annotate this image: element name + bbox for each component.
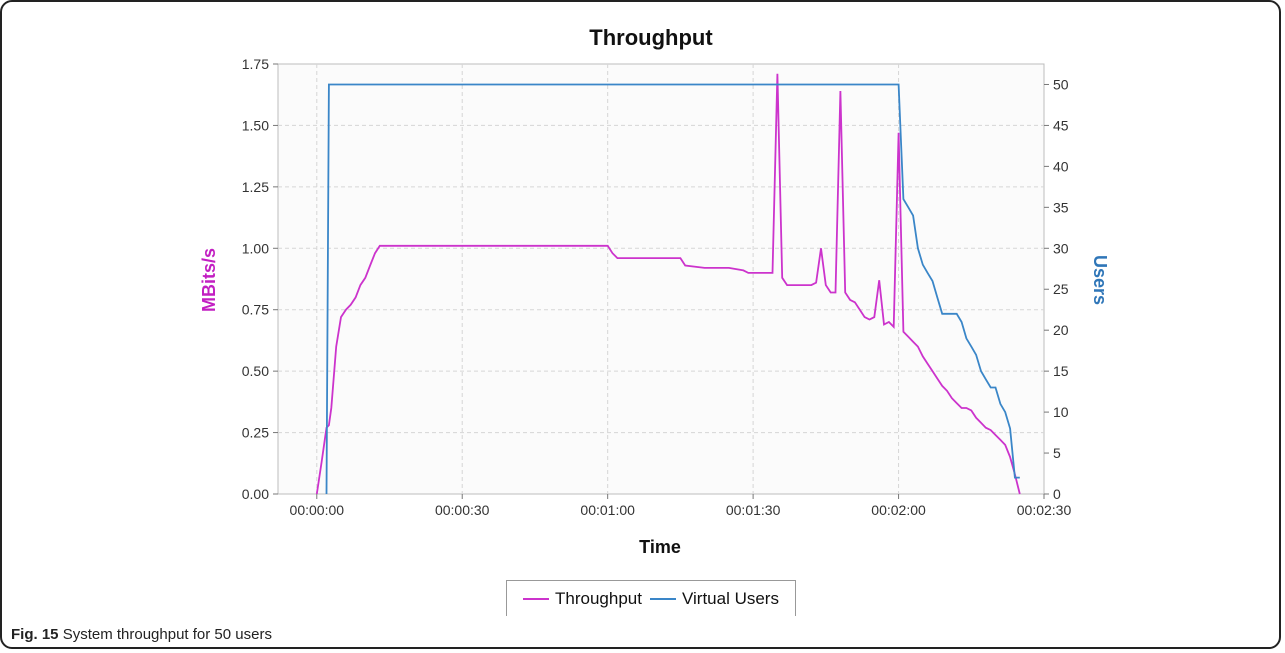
x-tick-label: 00:00:30 [435, 502, 490, 518]
y2-tick-label: 10 [1053, 404, 1069, 420]
y2-tick-label: 45 [1053, 117, 1069, 133]
x-tick-label: 00:01:00 [580, 502, 635, 518]
legend-label-virtual-users: Virtual Users [681, 588, 779, 608]
y-tick-label: 0.75 [242, 302, 269, 318]
y-tick-label: 0.50 [242, 363, 269, 379]
x-tick-label: 00:02:00 [871, 502, 926, 518]
y2-tick-label: 5 [1053, 445, 1061, 461]
chart-title: Throughput [589, 25, 713, 50]
legend-swatch-virtual-users [649, 597, 676, 600]
y2-tick-label: 25 [1053, 281, 1069, 297]
y2-tick-label: 50 [1053, 76, 1069, 92]
caption-text: System throughput for 50 users [62, 626, 272, 643]
series [315, 73, 1021, 495]
axes: 00:00:00 00:00:30 00:01:00 00:01:30 00:02:00… [242, 56, 1072, 518]
y2-tick-label: 20 [1053, 322, 1069, 338]
x-axis-label: Time [639, 537, 681, 557]
y-tick-label: 0.00 [242, 486, 269, 502]
y-tick-label: 0.25 [242, 425, 269, 441]
figure-number: Fig. 15 [11, 626, 59, 643]
y2-tick-label: 35 [1053, 199, 1069, 215]
legend-item-virtual-users: Virtual Users [649, 588, 779, 609]
chart-legend: Throughput Virtual Users [506, 580, 796, 616]
y-tick-label: 1.75 [242, 56, 269, 72]
y2-tick-label: 0 [1053, 486, 1061, 502]
x-tick-label: 00:00:00 [290, 502, 345, 518]
y2-tick-label: 40 [1053, 158, 1069, 174]
legend-label-throughput: Throughput [555, 588, 642, 608]
y-tick-label: 1.50 [242, 117, 269, 133]
y-tick-label: 1.25 [242, 179, 269, 195]
grid [278, 64, 1044, 494]
legend-swatch-throughput [523, 597, 550, 600]
y-tick-label: 1.00 [242, 240, 269, 256]
plot-area [277, 63, 1045, 495]
x-tick-label: 00:01:30 [726, 502, 781, 518]
series-line-throughput [315, 73, 1021, 495]
y-axis-label: MBits/s [199, 248, 219, 312]
legend-item-throughput: Throughput [523, 589, 642, 609]
x-tick-label: 00:02:30 [1017, 502, 1072, 518]
y2-axis-label: Users [1090, 255, 1110, 305]
y2-tick-label: 15 [1053, 363, 1069, 379]
series-line-virtual-users [325, 83, 1020, 495]
figure-caption: Fig. 15 System throughput for 50 users [11, 626, 272, 643]
y2-tick-label: 30 [1053, 240, 1069, 256]
